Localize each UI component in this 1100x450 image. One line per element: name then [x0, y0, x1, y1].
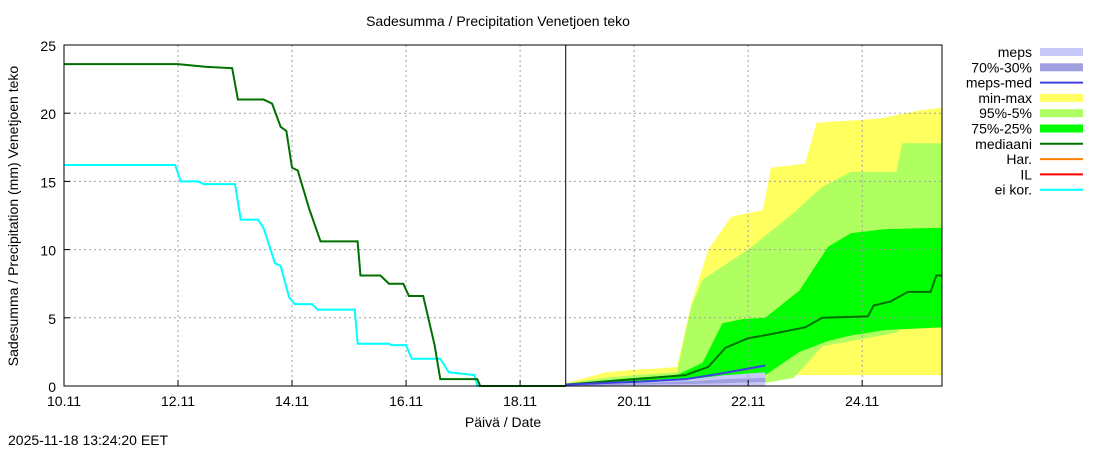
y-tick-label: 10: [40, 243, 56, 259]
legend-swatch: [1040, 48, 1083, 56]
y-tick-label: 15: [40, 174, 56, 190]
legend-label: min-max: [978, 90, 1032, 106]
plot-frame: [63, 44, 943, 387]
y-tick-label: 5: [48, 311, 56, 327]
legend-label: 75%-25%: [971, 121, 1032, 137]
x-tick-label: 10.11: [47, 393, 81, 409]
line-mediaani-observed: [64, 63, 566, 387]
legend-swatch: [1040, 109, 1083, 118]
line-ei-kor-: [64, 164, 566, 387]
x-tick-label: 12.11: [161, 393, 195, 409]
x-tick-label: 22.11: [731, 393, 765, 409]
legend-swatch: [1040, 124, 1083, 133]
x-tick-label: 14.11: [275, 393, 309, 409]
x-axis-label: Päivä / Date: [465, 414, 541, 430]
timestamp: 2025-11-18 13:24:20 EET: [8, 432, 169, 448]
legend-swatch: [1040, 93, 1083, 102]
legend-label: 70%-30%: [971, 59, 1032, 75]
band-70-30-: [565, 377, 766, 386]
line-meps-med: [565, 364, 766, 386]
legend-label: mediaani: [975, 136, 1032, 152]
legend-label: 95%-5%: [979, 105, 1032, 121]
x-tick-label: 20.11: [617, 393, 651, 409]
legend-label: IL: [1020, 166, 1032, 182]
y-tick-label: 25: [40, 38, 56, 54]
legend-label: meps: [998, 44, 1032, 60]
legend-swatch: [1040, 63, 1083, 72]
x-tick-label: 18.11: [503, 393, 537, 409]
y-tick-label: 0: [48, 379, 56, 395]
legend-label: ei kor.: [995, 182, 1032, 198]
x-tick-label: 24.11: [845, 393, 879, 409]
legend-label: Har.: [1006, 151, 1032, 167]
legend-label: meps-med: [966, 75, 1032, 91]
chart-title: Sadesumma / Precipitation Venetjoen teko: [366, 13, 630, 29]
band-75-25-: [565, 227, 942, 386]
y-axis-label: Sadesumma / Precipitation (mm) Venetjoen…: [5, 66, 21, 367]
line-mediaani: [565, 274, 942, 386]
y-tick-label: 20: [40, 106, 56, 122]
x-tick-label: 16.11: [389, 393, 423, 409]
